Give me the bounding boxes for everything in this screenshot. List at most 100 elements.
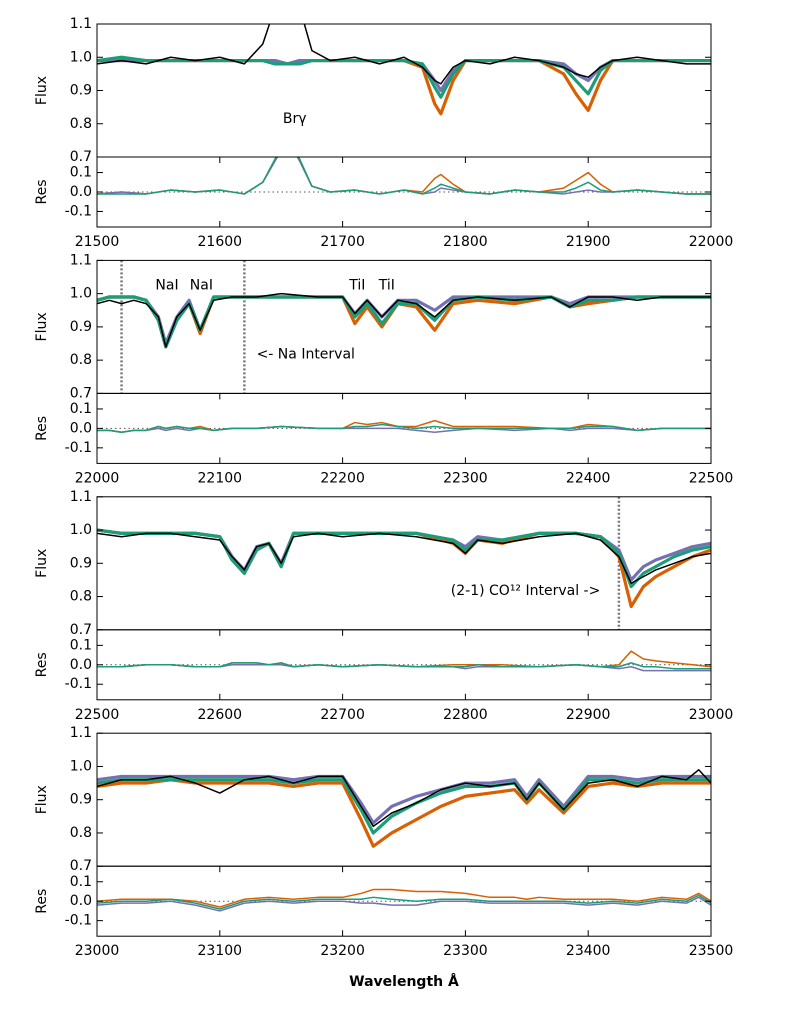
spectrum-line: [97, 58, 711, 93]
annotation: Brγ: [283, 111, 307, 127]
spectrum-line: [97, 157, 711, 195]
y-axis-label: Flux: [34, 785, 50, 814]
y-tick-label: 1.0: [70, 49, 92, 65]
panel: [97, 260, 711, 394]
y-axis-label: Res: [34, 416, 50, 441]
x-axis-label: Wavelength Å: [349, 973, 459, 990]
x-tick-label: 21500: [75, 234, 120, 250]
y-tick-label: 0.8: [70, 116, 92, 132]
spectrum-line: [97, 774, 711, 825]
x-tick-label: 22000: [75, 470, 120, 486]
y-tick-label: 1.1: [70, 725, 92, 741]
x-tick-label: 22500: [689, 470, 734, 486]
y-axis-label: Res: [34, 889, 50, 914]
y-tick-label: 0.9: [70, 792, 92, 808]
panel: [97, 157, 711, 195]
x-tick-label: 22700: [320, 707, 365, 723]
spectrum-line: [97, 58, 711, 116]
axes-frame: [96, 23, 712, 158]
spectrum-line: [97, 24, 711, 85]
y-tick-label: 0.0: [70, 184, 92, 200]
annotation: TiI: [378, 277, 395, 293]
panel: [97, 496, 711, 630]
y-tick-label: 0.9: [70, 83, 92, 99]
spectrum-line: [97, 896, 711, 912]
y-tick-label: 0.7: [70, 149, 92, 165]
y-tick-label: 0.1: [70, 165, 92, 181]
annotation: TiI: [348, 277, 365, 293]
y-tick-label: 0.0: [70, 657, 92, 673]
x-tick-label: 21900: [566, 234, 611, 250]
y-axis-label: Res: [34, 652, 50, 677]
spectrum-line: [97, 425, 711, 434]
y-tick-label: 1.1: [70, 252, 92, 268]
y-tick-label: -0.1: [65, 203, 92, 219]
x-tick-label: 22300: [443, 470, 488, 486]
spectrum-line: [97, 894, 711, 910]
spectrum-line: [97, 157, 711, 195]
x-tick-label: 21700: [320, 234, 365, 250]
spectrum-line: [97, 662, 711, 670]
annotation: NaI: [155, 277, 178, 293]
x-tick-label: 22500: [75, 707, 120, 723]
x-tick-label: 23300: [443, 943, 488, 959]
y-tick-label: -0.1: [65, 913, 92, 929]
spectrum-line: [97, 157, 711, 195]
annotation: <- Na Interval: [257, 346, 355, 362]
y-tick-label: 0.0: [70, 420, 92, 436]
x-tick-label: 23400: [566, 943, 611, 959]
x-tick-label: 23500: [689, 943, 734, 959]
y-tick-label: 1.0: [70, 758, 92, 774]
spectrum-line: [97, 528, 711, 589]
x-tick-label: 22000: [689, 234, 734, 250]
spectrum-line: [97, 532, 711, 584]
y-tick-label: 0.9: [70, 555, 92, 571]
x-tick-label: 22400: [566, 470, 611, 486]
x-tick-label: 23200: [320, 943, 365, 959]
y-axis-label: Flux: [34, 312, 50, 341]
y-tick-label: 0.8: [70, 352, 92, 368]
y-axis-label: Flux: [34, 76, 50, 105]
y-tick-label: 1.1: [70, 489, 92, 505]
x-tick-label: 22600: [198, 707, 243, 723]
x-tick-label: 22900: [566, 707, 611, 723]
x-tick-label: 21600: [198, 234, 243, 250]
x-tick-label: 23000: [689, 707, 734, 723]
spectrum-line: [97, 778, 711, 848]
y-tick-label: 1.0: [70, 286, 92, 302]
x-tick-label: 23000: [75, 943, 120, 959]
panel: [97, 419, 711, 434]
y-tick-label: 0.7: [70, 858, 92, 874]
spectrum-line: [97, 292, 711, 348]
y-tick-label: 0.7: [70, 385, 92, 401]
panel: [97, 888, 711, 912]
annotation: (2-1) CO¹² Interval ->: [451, 583, 601, 599]
y-tick-label: 1.1: [70, 16, 92, 32]
y-tick-label: 0.9: [70, 319, 92, 335]
x-tick-label: 22800: [443, 707, 488, 723]
panel: [97, 650, 711, 672]
y-axis-label: Res: [34, 179, 50, 204]
x-tick-label: 21800: [443, 234, 488, 250]
x-tick-label: 22200: [320, 470, 365, 486]
spectrum-line: [97, 55, 711, 99]
y-tick-label: 0.8: [70, 589, 92, 605]
panel: [97, 24, 711, 116]
y-tick-label: 0.1: [70, 637, 92, 653]
x-tick-label: 23100: [198, 943, 243, 959]
spectrum-line: [97, 423, 711, 434]
x-tick-label: 22100: [198, 470, 243, 486]
y-tick-label: 0.7: [70, 622, 92, 638]
spectrum-line: [97, 888, 711, 908]
y-tick-label: 0.1: [70, 874, 92, 890]
y-tick-label: -0.1: [65, 676, 92, 692]
y-axis-label: Flux: [34, 549, 50, 578]
annotation: NaI: [190, 277, 213, 293]
panel: [97, 769, 711, 848]
y-tick-label: 0.1: [70, 401, 92, 417]
y-tick-label: -0.1: [65, 440, 92, 456]
y-tick-label: 0.8: [70, 825, 92, 841]
spectrum-line: [97, 769, 711, 828]
y-tick-label: 0.0: [70, 893, 92, 909]
